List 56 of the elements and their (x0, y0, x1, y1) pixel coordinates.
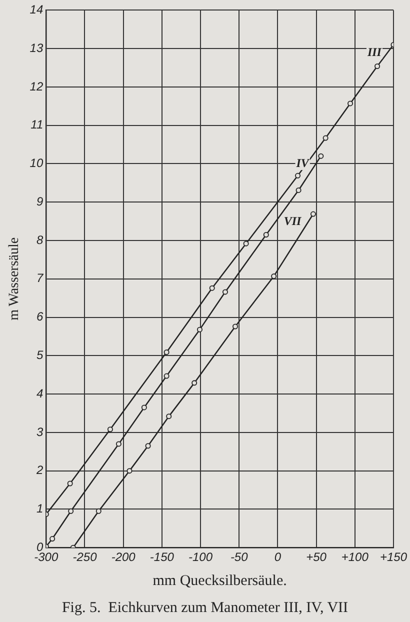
series-label: IV (295, 156, 310, 170)
x-tick-label: +50 (306, 550, 327, 564)
point (50, 536, 56, 542)
y-tick-label: 8 (36, 232, 44, 247)
point (295, 172, 301, 178)
y-tick-label: 11 (30, 118, 44, 132)
x-tick-label: 0 (274, 550, 282, 564)
point (192, 380, 198, 386)
y-tick-label: 3 (36, 424, 44, 439)
x-tick-label: +100 (341, 550, 369, 564)
point (141, 404, 147, 410)
y-tick-label: 2 (35, 463, 44, 478)
point (296, 187, 302, 193)
y-tick-label: 5 (36, 348, 44, 362)
y-tick-label: 14 (30, 2, 44, 17)
x-tick-label: +150 (380, 550, 408, 564)
point (68, 508, 74, 514)
point (318, 153, 324, 159)
x-tick-label: -150 (150, 550, 174, 564)
point (310, 211, 316, 217)
series-label: III (366, 44, 383, 59)
point (126, 468, 132, 474)
point (166, 414, 172, 420)
point (263, 232, 269, 238)
y-tick-label: 4 (36, 386, 44, 400)
y-tick-label: 6 (36, 310, 44, 324)
point (271, 273, 277, 279)
point (145, 443, 151, 449)
x-tick-label: -100 (188, 550, 213, 564)
caption: Fig. 5. Eichkurven zum Manometer III, IV, VII (62, 600, 348, 616)
y-tick-label: 7 (36, 271, 44, 286)
point (164, 373, 170, 379)
point (67, 480, 73, 486)
y-tick-label: 12 (30, 79, 44, 94)
point (232, 324, 238, 330)
point (116, 441, 122, 447)
x-tick-label: -200 (111, 550, 136, 564)
point (96, 508, 102, 514)
point (348, 100, 354, 106)
point (107, 426, 113, 432)
point (243, 240, 249, 246)
point (322, 135, 328, 141)
y-axis-title: m Wassersäule (7, 237, 22, 320)
point (374, 63, 380, 69)
y-tick-label: 9 (36, 194, 44, 208)
y-tick-label: 1 (36, 502, 44, 516)
point (164, 349, 170, 355)
y-tick-label: 10 (30, 156, 44, 170)
point (209, 285, 215, 291)
x-tick-label: -250 (72, 550, 98, 564)
point (222, 289, 228, 295)
y-tick-label: 13 (30, 40, 44, 55)
point (197, 326, 202, 332)
series-label: VII (284, 214, 303, 228)
x-axis-title: mm Quecksilbersäule. (152, 572, 287, 589)
x-tick-label: -50 (230, 550, 248, 564)
